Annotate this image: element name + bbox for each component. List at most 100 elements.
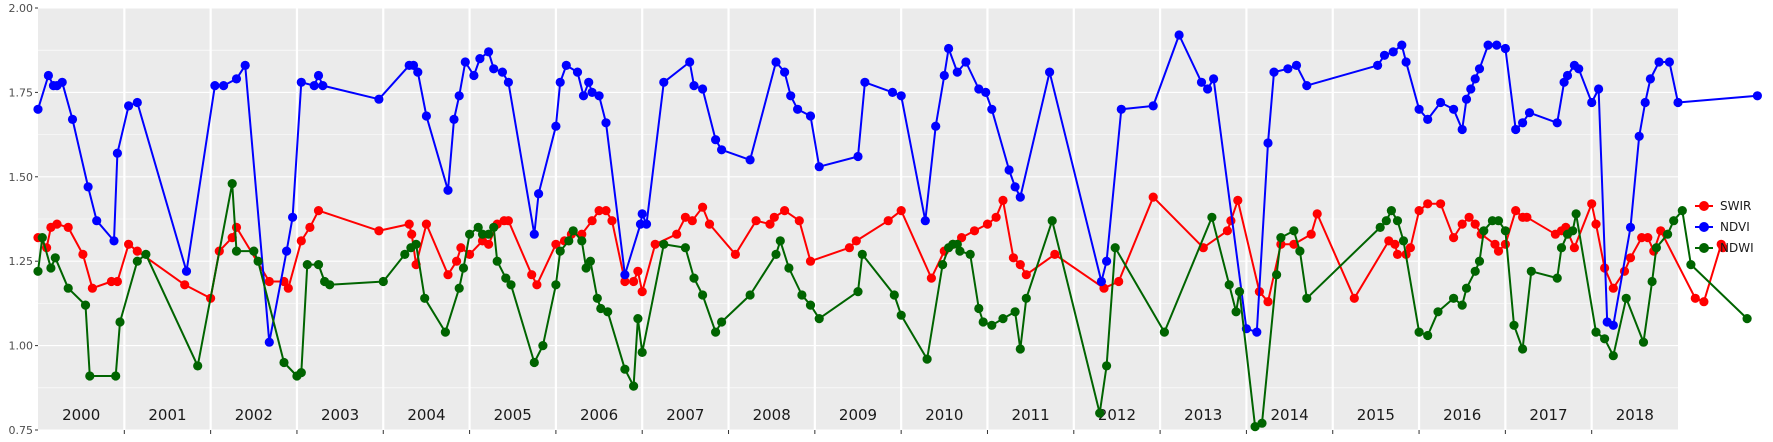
swir-point (1493, 246, 1504, 256)
y-tick-label: 0.75 (9, 424, 34, 437)
swir-point (794, 216, 804, 226)
ndwi-point (1608, 351, 1618, 361)
ndwi-point (1526, 266, 1536, 276)
ndwi-point (784, 263, 794, 273)
swir-point (1390, 239, 1400, 249)
ndvi-point (210, 81, 220, 91)
ndvi-point (1673, 97, 1683, 108)
ndvi-point (620, 270, 630, 280)
ndwi-point (987, 320, 997, 330)
swir-point (991, 212, 1001, 222)
ndwi-point (1568, 226, 1578, 236)
swir-point (1392, 249, 1403, 259)
grid-lines (38, 7, 1678, 431)
ndwi-point (775, 236, 785, 246)
ndvi-point (1004, 165, 1014, 175)
swir-point (124, 239, 134, 249)
ndvi-point (594, 91, 604, 101)
ndwi-point (46, 263, 56, 273)
ndwi-point (1600, 334, 1610, 344)
ndwi-point (1479, 226, 1489, 236)
ndwi-point (501, 273, 511, 283)
ndwi-point (568, 226, 578, 236)
ndvi-point (551, 121, 561, 131)
swir-point (1021, 270, 1031, 280)
swir-point (1349, 293, 1359, 303)
ndvi-point (572, 67, 583, 77)
year-label: 2011 (1012, 406, 1050, 424)
ndvi-point (1263, 138, 1273, 148)
ndwi-point (1276, 233, 1286, 243)
ndvi-point (1552, 118, 1562, 128)
ndvi-point (449, 114, 459, 124)
ndwi-point (1686, 260, 1696, 270)
ndwi-point (1571, 209, 1581, 219)
ndvi-point (584, 77, 594, 87)
ndwi-point (1021, 293, 1031, 303)
ndvi-point (92, 216, 102, 226)
ndwi-point (680, 243, 691, 253)
swir-point (883, 216, 893, 226)
ndvi-point (282, 246, 292, 256)
ndvi-point (887, 87, 898, 97)
swir-point (452, 256, 462, 266)
ndwi-point (938, 260, 948, 270)
ndwi-point (473, 222, 483, 232)
ndvi-point (1401, 57, 1411, 67)
ndwi-point (378, 276, 388, 287)
ndwi-point (1224, 280, 1234, 290)
ndwi-point (1638, 337, 1649, 347)
ndwi-point (629, 381, 639, 391)
ndvi-point (711, 135, 721, 145)
swir-point (780, 206, 790, 216)
swir-point (1008, 253, 1019, 263)
swir-point (1699, 297, 1709, 307)
swir-point (1306, 229, 1316, 239)
ndvi-point (1457, 124, 1467, 135)
ndvi-point (1436, 97, 1446, 108)
swir-point (851, 236, 861, 246)
ndwi-point (998, 314, 1008, 324)
swir-point (1522, 212, 1532, 222)
ndvi-point (1373, 60, 1383, 70)
ndwi-point (484, 229, 494, 239)
year-label: 2010 (925, 406, 963, 424)
ndwi-point (1289, 226, 1299, 236)
ndvi-point (132, 97, 142, 108)
swir-point (404, 219, 414, 229)
ndwi-point (659, 239, 669, 249)
ndwi-point (132, 256, 142, 266)
ndwi-point (1398, 236, 1409, 246)
ndvi-point (309, 81, 319, 91)
ndwi-point (711, 327, 721, 337)
ndvi-point (1291, 60, 1302, 70)
ndvi-point (529, 229, 539, 239)
swir-point (1569, 243, 1579, 253)
ndvi-point (1470, 74, 1480, 84)
ndwi-point (33, 266, 43, 276)
y-tick-label: 2.00 (9, 2, 34, 15)
swir-point (765, 219, 775, 229)
year-label: 2017 (1529, 406, 1567, 424)
ndwi-point (1509, 320, 1519, 330)
ndwi-point (506, 280, 516, 290)
ndvi-point (931, 121, 941, 131)
swir-point (844, 243, 855, 253)
ndwi-point (805, 300, 816, 310)
ndwi-point (302, 260, 312, 270)
year-label: 2004 (407, 406, 445, 424)
ndvi-point (112, 148, 122, 158)
ndvi-point (860, 77, 870, 87)
ndvi-point (698, 84, 708, 94)
ndvi-point (484, 47, 494, 57)
ndwi-point (1621, 293, 1631, 303)
ndvi-point (717, 145, 727, 155)
ndwi-point (1449, 293, 1459, 303)
ndvi-point (1752, 91, 1762, 101)
ndwi-point (50, 253, 60, 263)
ndwi-point (1414, 327, 1424, 337)
ndwi-point (857, 249, 867, 259)
ndwi-point (922, 354, 932, 364)
ndvi-point (475, 54, 485, 64)
swir-point (629, 276, 639, 287)
